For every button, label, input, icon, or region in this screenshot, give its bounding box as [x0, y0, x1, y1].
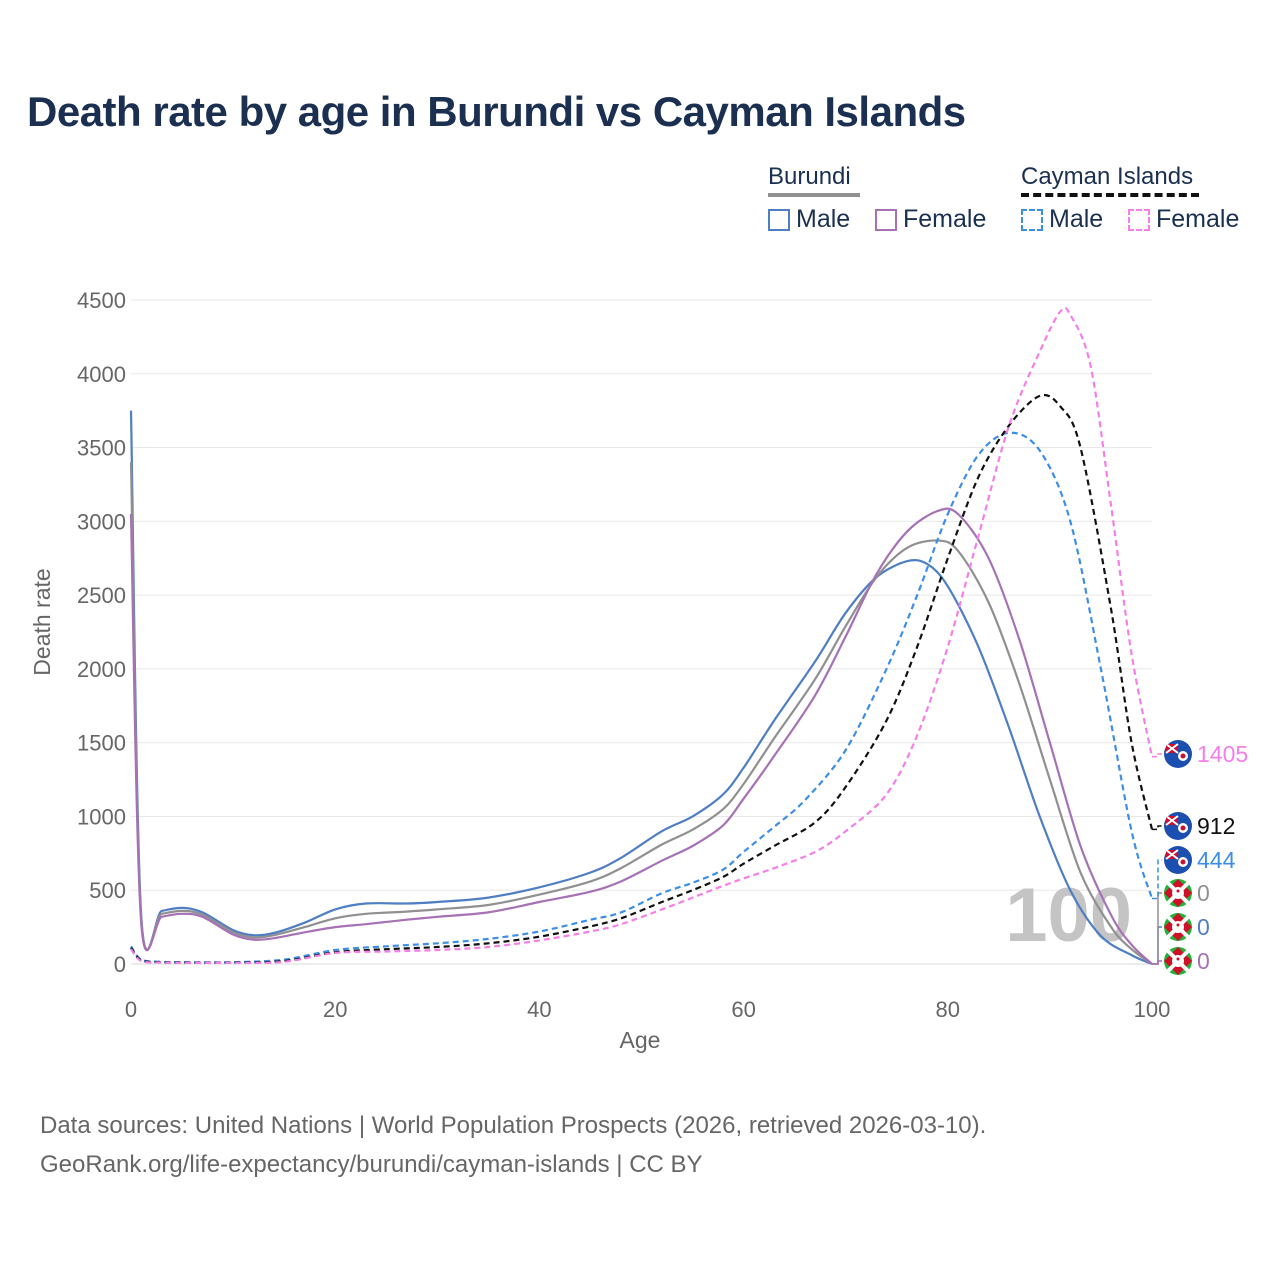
y-tick-label: 3500: [77, 436, 126, 461]
burundi-flag-icon: [1164, 913, 1192, 941]
series-line-burundi-total[interactable]: [129, 462, 1153, 965]
y-tick-label: 4500: [77, 288, 126, 313]
x-tick-label: 100: [1134, 997, 1171, 1022]
end-connector: [1152, 825, 1162, 831]
y-tick-label: 2500: [77, 583, 126, 608]
x-tick-label: 60: [731, 997, 755, 1022]
end-value-label: 0: [1197, 880, 1210, 906]
y-tick-label: 1500: [77, 731, 126, 756]
legend-group-cayman-line: [1021, 193, 1199, 197]
legend-group-burundi-line: [768, 193, 860, 197]
end-connector: [1152, 859, 1162, 900]
legend-item-cayman-male[interactable]: Male: [1021, 205, 1103, 234]
series-line-cayman-islands-female[interactable]: [130, 306, 1154, 965]
legend-label-cayman-female: Female: [1156, 205, 1240, 233]
end-connector: [1152, 926, 1162, 965]
y-tick-label: 500: [89, 878, 126, 903]
end-label-layer: 0 0 0 444 912 1405: [1152, 740, 1248, 975]
legend-group-burundi: Burundi: [768, 163, 851, 190]
y-axis-title: Death rate: [29, 568, 55, 675]
legend-item-burundi-female[interactable]: Female: [875, 205, 986, 234]
cayman-flag-icon: [1164, 740, 1192, 768]
end-value-label: 0: [1197, 914, 1210, 940]
x-tick-label: 20: [323, 997, 347, 1022]
end-value-label: 1405: [1197, 741, 1248, 767]
legend-swatch-burundi-female: [875, 208, 897, 231]
x-tick-label: 40: [527, 997, 551, 1022]
end-connector: [1152, 753, 1162, 758]
legend-label-burundi-male: Male: [796, 205, 851, 233]
legend-item-burundi-male[interactable]: Male: [768, 205, 850, 234]
legend-swatch-burundi-male: [768, 208, 790, 231]
series-layer: [129, 306, 1154, 966]
grid-layer: 0 500 1000 1500 2000 2500 3000 3500 4000 4500 0 20 4…: [77, 288, 1170, 1022]
series-line-cayman-islands-total[interactable]: [130, 393, 1154, 964]
chart-title: Death rate by age in Burundi vs Cayman I…: [27, 88, 966, 135]
legend-label-cayman-male: Male: [1049, 205, 1104, 233]
cayman-flag-icon: [1164, 846, 1192, 874]
footer-sources: Data sources: United Nations | World Pop…: [40, 1112, 987, 1139]
y-tick-label: 2000: [77, 657, 126, 682]
legend-swatch-cayman-female: [1128, 208, 1150, 231]
y-tick-label: 4000: [77, 362, 126, 387]
series-line-cayman-islands-male[interactable]: [130, 431, 1154, 964]
legend-label-burundi-female: Female: [903, 205, 987, 233]
x-tick-label: 0: [125, 997, 137, 1022]
burundi-flag-icon: [1164, 879, 1192, 907]
x-axis-title: Age: [620, 1027, 661, 1053]
end-connector: [1152, 960, 1162, 965]
burundi-flag-icon: [1164, 947, 1192, 975]
cayman-flag-icon: [1164, 812, 1192, 840]
legend-swatch-cayman-male: [1021, 208, 1043, 231]
series-line-burundi-male[interactable]: [129, 410, 1153, 966]
y-tick-label: 0: [114, 952, 126, 977]
footer: Data sources: United Nations | World Pop…: [40, 1106, 986, 1184]
footer-link: GeoRank.org/life-expectancy/burundi/caym…: [40, 1151, 703, 1178]
end-value-label: 912: [1197, 813, 1235, 839]
y-tick-label: 3000: [77, 509, 126, 534]
end-value-label: 0: [1197, 948, 1210, 974]
series-line-burundi-female[interactable]: [129, 507, 1153, 965]
end-value-label: 444: [1197, 847, 1236, 873]
end-connector: [1152, 892, 1162, 965]
legend-item-cayman-female[interactable]: Female: [1128, 205, 1239, 234]
x-tick-label: 80: [936, 997, 960, 1022]
legend-group-cayman: Cayman Islands: [1021, 163, 1194, 190]
y-tick-label: 1000: [77, 804, 126, 829]
